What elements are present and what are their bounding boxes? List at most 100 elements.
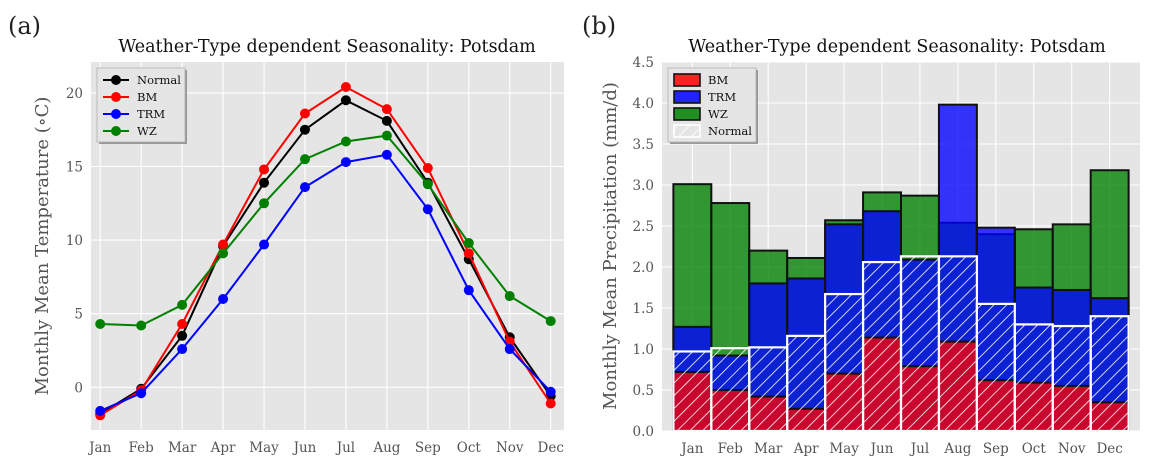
panel-a-y-axis-label: Monthly Mean Temperature (∘C) xyxy=(32,97,53,396)
legend-swatch-bm xyxy=(673,73,701,87)
panel-a-x-tick-label: May xyxy=(249,440,279,456)
legend-label-bm: BM xyxy=(708,73,728,87)
data-point-normal xyxy=(259,177,270,188)
data-point-normal xyxy=(177,330,188,341)
data-point-trm xyxy=(259,239,270,250)
panel-b-y-tick-label: 1.0 xyxy=(633,342,654,358)
data-point-trm xyxy=(381,149,392,160)
bar-normal xyxy=(824,292,865,431)
panel-b-x-tick-label: Feb xyxy=(718,441,743,457)
series-wz xyxy=(95,130,556,331)
legend-marker-bm xyxy=(111,92,121,102)
bar-normal xyxy=(1089,315,1130,431)
legend-label-bm: BM xyxy=(137,90,157,104)
data-point-wz xyxy=(218,248,229,259)
bar-normal xyxy=(899,255,941,431)
data-point-wz xyxy=(422,179,433,190)
panel-a-x-tick-label: Dec xyxy=(538,440,564,456)
bar-normal xyxy=(1051,324,1092,431)
legend-label-wz: WZ xyxy=(137,124,157,138)
data-point-wz xyxy=(463,238,474,249)
panel-b-x-tick-label: Jun xyxy=(869,441,894,457)
bar-normal xyxy=(975,302,1016,431)
panel-a-x-tick-label: Feb xyxy=(129,440,154,456)
legend-label-trm: TRM xyxy=(708,90,736,104)
panel-a-y-tick-label: 5 xyxy=(74,307,83,323)
panel-b-x-tick-label: Dec xyxy=(1096,441,1122,457)
bar-normal xyxy=(937,255,978,431)
panel-b-y-tick-label: 4.5 xyxy=(633,55,654,71)
panel-a-x-tick-label: Oct xyxy=(457,440,482,456)
panel-a-y-tick-label: 20 xyxy=(66,86,83,102)
panel-a-title: Weather-Type dependent Seasonality: Pots… xyxy=(118,37,536,57)
panel-a-x-tick-label: Sep xyxy=(415,440,441,456)
data-point-wz xyxy=(299,154,310,165)
data-point-bm xyxy=(259,164,270,175)
data-point-wz xyxy=(381,130,392,141)
panel-a-x-tick-label: Apr xyxy=(210,440,236,456)
bar-normal xyxy=(786,334,827,431)
panel-b-y-ticks: 0.0 0.5 1.0 1.5 2.0 2.5 3.0 3.5 4.0 4.5 xyxy=(633,55,654,440)
panel-b: (b) Weather-Type dependent Seasonality: … xyxy=(582,12,1140,457)
panel-b-y-tick-label: 0.0 xyxy=(633,424,654,440)
panel-a-x-tick-label: Nov xyxy=(496,440,524,456)
data-point-bm xyxy=(422,162,433,173)
panel-b-x-tick-label: Apr xyxy=(793,441,819,457)
legend-label-trm: TRM xyxy=(137,107,165,121)
data-point-wz xyxy=(177,299,188,310)
panel-b-y-tick-label: 2.5 xyxy=(633,219,654,235)
data-point-wz xyxy=(136,320,147,331)
legend-label-normal: Normal xyxy=(708,124,752,138)
series-line-normal xyxy=(99,99,552,415)
data-point-trm xyxy=(422,204,433,215)
panel-a-x-tick-label: Jul xyxy=(335,440,355,456)
panel-b-x-tick-label: Jan xyxy=(679,441,703,457)
series-line-trm xyxy=(99,153,552,412)
data-point-normal xyxy=(381,115,392,126)
panel-b-y-tick-label: 2.0 xyxy=(633,260,654,276)
panel-a-x-tick-label: Jan xyxy=(87,440,111,456)
data-point-bm xyxy=(218,239,229,250)
data-point-bm xyxy=(299,108,310,119)
panel-a-x-tick-label: Aug xyxy=(372,440,400,456)
data-point-wz xyxy=(504,291,515,302)
data-point-trm xyxy=(340,157,351,168)
panel-b-x-tick-label: Nov xyxy=(1058,441,1086,457)
legend-swatch-wz xyxy=(673,107,701,121)
data-point-trm xyxy=(504,344,515,355)
legend-swatch-trm xyxy=(673,90,701,104)
panel-a-y-ticks: 0 5 10 15 20 xyxy=(66,86,83,396)
panel-b-y-tick-label: 0.5 xyxy=(633,383,654,399)
panel-b-bars xyxy=(672,103,1130,431)
panel-b-x-tick-label: Oct xyxy=(1022,441,1047,457)
panel-a: (a) Weather-Type dependent Seasonality: … xyxy=(8,12,564,456)
panel-b-y-tick-label: 4.0 xyxy=(633,96,654,112)
data-point-normal xyxy=(299,124,310,135)
series-normal xyxy=(672,255,1130,431)
data-point-wz xyxy=(340,136,351,147)
data-point-wz xyxy=(545,316,556,327)
panel-b-legend: BM TRM WZ Normal xyxy=(667,67,758,144)
data-point-normal xyxy=(340,95,351,106)
panel-a-y-tick-label: 10 xyxy=(66,233,83,249)
panel-a-x-tick-label: Jun xyxy=(292,440,317,456)
panel-b-x-tick-label: Jul xyxy=(909,441,929,457)
data-point-bm xyxy=(463,248,474,259)
panel-a-x-ticks: Jan Feb Mar Apr May Jun Jul Aug Sep Oct Nov Dec xyxy=(87,440,564,456)
panel-a-series xyxy=(95,82,556,421)
data-point-trm xyxy=(136,388,147,399)
legend-marker-trm xyxy=(111,109,121,119)
data-point-bm xyxy=(340,82,351,93)
bar-normal xyxy=(748,346,789,431)
legend-label-normal: Normal xyxy=(137,73,181,87)
panel-a-y-tick-label: 15 xyxy=(66,160,83,176)
panel-b-x-ticks: Jan Feb Mar Apr May Jun Jul Aug Sep Oct Nov Dec xyxy=(679,441,1123,457)
panel-b-y-tick-label: 3.0 xyxy=(633,178,654,194)
panel-b-x-tick-label: Mar xyxy=(754,441,783,457)
panel-b-y-tick-label: 3.5 xyxy=(633,137,654,153)
bar-normal xyxy=(1013,323,1054,431)
legend-marker-normal xyxy=(111,75,121,85)
legend-label-wz: WZ xyxy=(708,107,728,121)
bar-normal xyxy=(861,260,903,431)
series-line-wz xyxy=(100,134,552,327)
